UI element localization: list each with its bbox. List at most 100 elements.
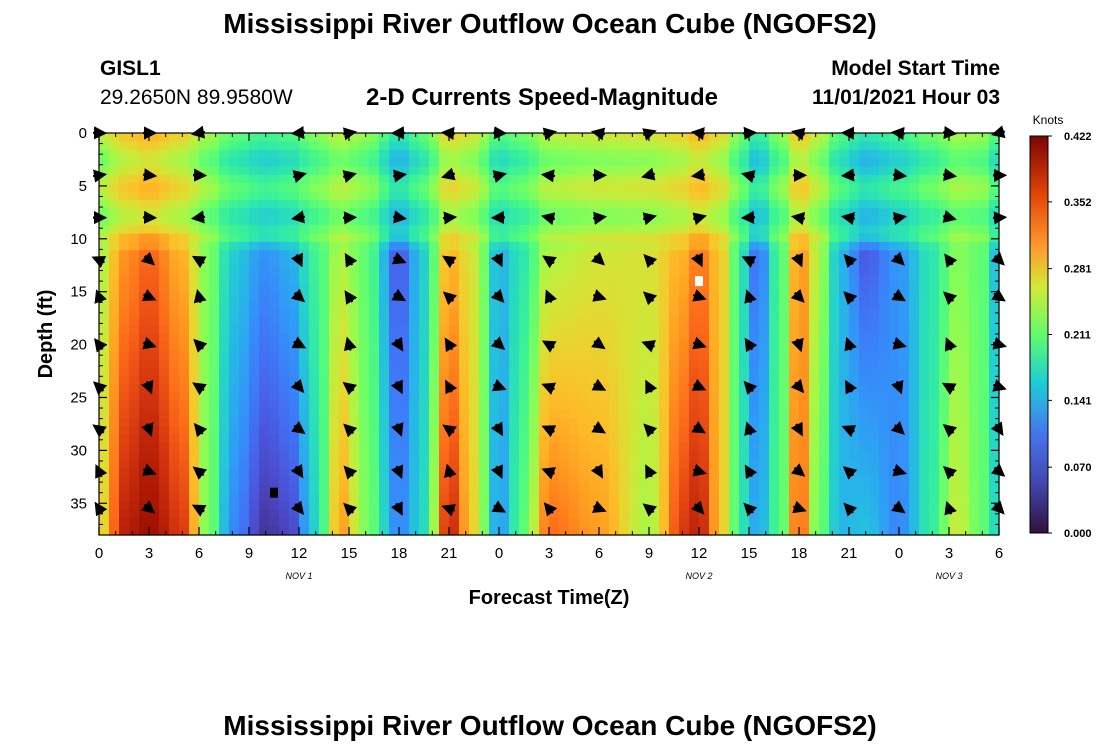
heatmap-cell bbox=[849, 225, 860, 235]
heatmap-cell bbox=[819, 484, 830, 494]
heatmap-cell bbox=[149, 509, 160, 519]
heatmap-cell bbox=[319, 216, 330, 226]
heatmap-cell bbox=[309, 417, 320, 427]
heatmap-cell bbox=[769, 417, 780, 427]
heatmap-cell bbox=[709, 308, 720, 318]
heatmap-cell bbox=[709, 426, 720, 436]
heatmap-cell bbox=[929, 509, 940, 519]
heatmap-cell bbox=[129, 459, 140, 469]
heatmap-cell bbox=[269, 208, 280, 218]
heatmap-cell bbox=[429, 216, 440, 226]
heatmap-cell bbox=[549, 141, 560, 151]
heatmap-cell bbox=[229, 133, 240, 142]
heatmap-cell bbox=[229, 442, 240, 452]
heatmap-cell bbox=[239, 426, 250, 436]
heatmap-cell bbox=[429, 225, 440, 235]
heatmap-cell bbox=[889, 317, 900, 327]
heatmap-cell bbox=[359, 409, 370, 419]
heatmap-cell bbox=[949, 417, 960, 427]
heatmap-cell bbox=[349, 208, 360, 218]
heatmap-cell bbox=[299, 392, 310, 402]
heatmap-cell bbox=[659, 216, 670, 226]
heatmap-cell bbox=[619, 166, 630, 176]
heatmap-cell bbox=[619, 275, 630, 285]
heatmap-cell bbox=[199, 493, 210, 503]
heatmap-cell bbox=[519, 283, 530, 293]
heatmap-cell bbox=[369, 191, 380, 201]
heatmap-cell bbox=[479, 426, 490, 436]
heatmap-cell bbox=[289, 225, 300, 235]
heatmap-cell bbox=[619, 417, 630, 427]
heatmap-cell bbox=[939, 325, 950, 335]
heatmap-cell bbox=[899, 434, 910, 444]
heatmap-cell bbox=[319, 334, 330, 343]
heatmap-cell bbox=[809, 493, 820, 503]
heatmap-cell bbox=[199, 484, 210, 494]
heatmap-cell bbox=[159, 133, 170, 142]
heatmap-cell bbox=[179, 509, 190, 519]
heatmap-cell bbox=[779, 359, 790, 369]
heatmap-cell bbox=[449, 183, 460, 193]
heatmap-cell bbox=[679, 317, 690, 327]
heatmap-cell bbox=[369, 183, 380, 193]
heatmap-cell bbox=[279, 233, 290, 243]
heatmap-cell bbox=[669, 518, 680, 528]
heatmap-cell bbox=[949, 493, 960, 503]
heatmap-cell bbox=[979, 375, 990, 385]
heatmap-cell bbox=[149, 133, 160, 142]
heatmap-cell bbox=[589, 317, 600, 327]
heatmap-cell bbox=[289, 526, 300, 536]
heatmap-cell bbox=[639, 241, 650, 251]
heatmap-cell bbox=[459, 292, 470, 302]
heatmap-cell bbox=[319, 392, 330, 402]
heatmap-cell bbox=[429, 200, 440, 209]
heatmap-cell bbox=[259, 476, 270, 486]
heatmap-cell bbox=[409, 183, 420, 193]
heatmap-cell bbox=[399, 442, 410, 452]
heatmap-cell bbox=[189, 325, 200, 335]
heatmap-cell bbox=[229, 149, 240, 159]
heatmap-cell bbox=[759, 409, 770, 419]
heatmap-cell bbox=[599, 375, 610, 385]
heatmap-cell bbox=[539, 308, 550, 318]
heatmap-cell bbox=[659, 409, 670, 419]
heatmap-cell bbox=[719, 191, 730, 201]
heatmap-cell bbox=[879, 267, 890, 276]
heatmap-cell bbox=[729, 484, 740, 494]
heatmap-cell bbox=[379, 417, 390, 427]
heatmap-cell bbox=[329, 518, 340, 528]
heatmap-cell bbox=[209, 325, 220, 335]
heatmap-cell bbox=[479, 191, 490, 201]
heatmap-cell bbox=[129, 392, 140, 402]
heatmap-cell bbox=[359, 401, 370, 410]
heatmap-cell bbox=[399, 250, 410, 260]
heatmap-cell bbox=[579, 409, 590, 419]
heatmap-cell bbox=[709, 250, 720, 260]
heatmap-cell bbox=[139, 493, 150, 503]
heatmap-cell bbox=[989, 149, 1000, 159]
heatmap-cell bbox=[619, 149, 630, 159]
heatmap-cell bbox=[609, 493, 620, 503]
heatmap-cell bbox=[779, 141, 790, 151]
heatmap-cell bbox=[369, 267, 380, 276]
heatmap-cell bbox=[589, 417, 600, 427]
heatmap-cell bbox=[939, 149, 950, 159]
heatmap-cell bbox=[919, 384, 930, 394]
heatmap-cell bbox=[719, 509, 730, 519]
heatmap-cell bbox=[749, 325, 760, 335]
heatmap-cell bbox=[869, 158, 880, 168]
heatmap-cell bbox=[759, 258, 770, 268]
heatmap-cell bbox=[599, 417, 610, 427]
heatmap-cell bbox=[219, 334, 230, 343]
heatmap-cell bbox=[909, 191, 920, 201]
heatmap-cell bbox=[719, 518, 730, 528]
heatmap-cell bbox=[99, 476, 110, 486]
heatmap-cell bbox=[549, 459, 560, 469]
heatmap-cell bbox=[909, 183, 920, 193]
heatmap-cell bbox=[679, 149, 690, 159]
heatmap-cell bbox=[679, 384, 690, 394]
heatmap-cell bbox=[609, 518, 620, 528]
heatmap-cell bbox=[829, 325, 840, 335]
heatmap-cell bbox=[329, 292, 340, 302]
heatmap-cell bbox=[579, 476, 590, 486]
